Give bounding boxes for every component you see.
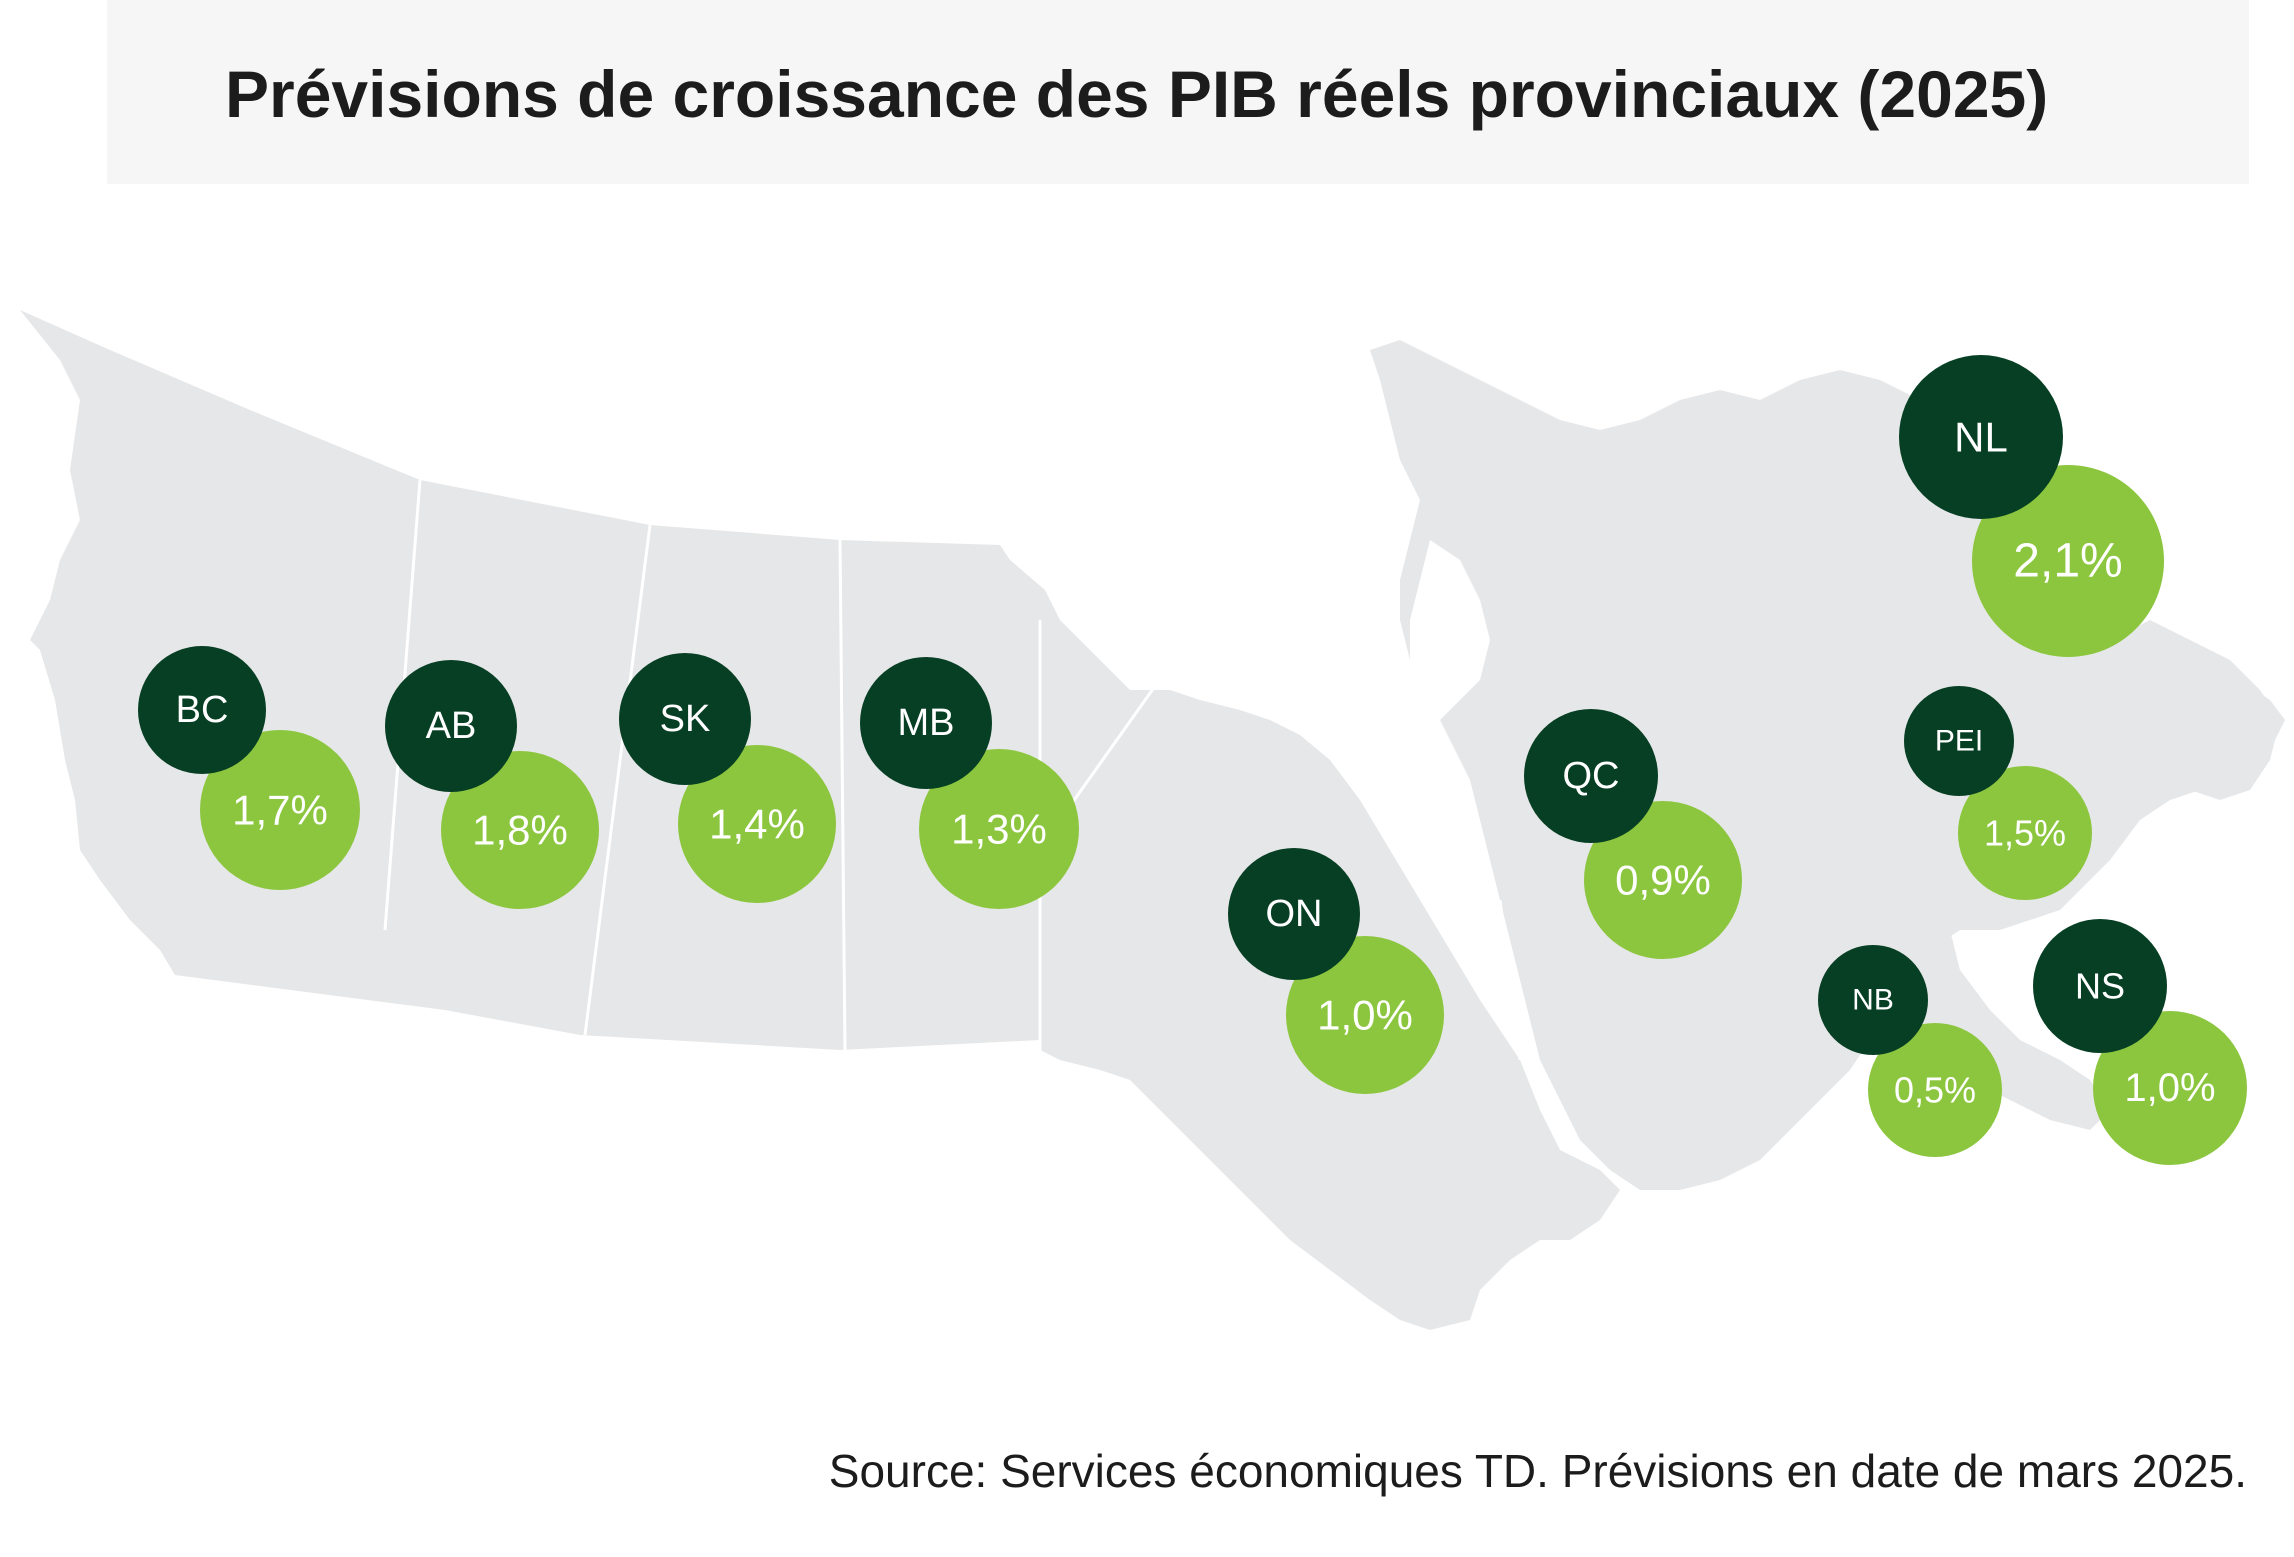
province-markers: 1,7% BC 1,8% AB 1,4% SK 1,3% MB 1,0% ON 0,9% QC 2,1%… (138, 355, 2247, 1165)
province-circle (619, 653, 751, 785)
growth-circle (1958, 766, 2092, 900)
province-marker-pei: 1,5% PEI (1904, 686, 2092, 900)
growth-circle (678, 745, 836, 903)
growth-value: 0,5% (1894, 1070, 1976, 1111)
province-code: NB (1852, 984, 1894, 1017)
growth-circle (919, 749, 1079, 909)
province-marker-ab: 1,8% AB (385, 660, 599, 909)
growth-value: 1,8% (472, 807, 568, 854)
province-circle (860, 657, 992, 789)
source-note: Source: Services économiques TD. Prévisi… (828, 1445, 2247, 1497)
province-marker-nb: 0,5% NB (1818, 945, 2002, 1157)
newfoundland (2110, 620, 2280, 800)
province-code: SK (660, 698, 711, 740)
title-bar (107, 0, 2249, 184)
growth-circle (200, 730, 360, 890)
province-code: PEI (1935, 725, 1983, 758)
province-marker-on: 1,0% ON (1228, 848, 1444, 1094)
growth-circle (1972, 465, 2164, 657)
province-code: ON (1266, 893, 1323, 935)
growth-value: 1,5% (1984, 813, 2066, 854)
province-marker-bc: 1,7% BC (138, 646, 360, 890)
province-circle (1899, 355, 2063, 519)
province-marker-nl: 2,1% NL (1899, 355, 2164, 657)
growth-circle (1584, 801, 1742, 959)
province-code: MB (898, 702, 955, 744)
province-code: QC (1563, 755, 1620, 797)
growth-value: 1,0% (1317, 992, 1413, 1039)
province-marker-sk: 1,4% SK (619, 653, 836, 903)
growth-value: 1,4% (709, 801, 805, 848)
province-circle (1524, 709, 1658, 843)
hudson-bay (1410, 540, 1490, 720)
province-code: BC (176, 689, 229, 731)
province-code: NS (2075, 966, 2125, 1007)
province-code: AB (426, 705, 477, 747)
province-marker-ns: 1,0% NS (2033, 919, 2247, 1165)
map-title: Prévisions de croissance des PIB réels p… (225, 57, 2049, 131)
growth-circle (2093, 1011, 2247, 1165)
growth-value: 1,7% (232, 787, 328, 834)
growth-circle (441, 751, 599, 909)
maritimes-landmass (1840, 880, 2110, 1130)
province-circle (385, 660, 517, 792)
growth-value: 1,0% (2124, 1066, 2215, 1110)
growth-value: 0,9% (1615, 857, 1711, 904)
province-marker-qc: 0,9% QC (1524, 709, 1742, 959)
growth-circle (1868, 1023, 2002, 1157)
province-circle (1904, 686, 2014, 796)
province-marker-mb: 1,3% MB (860, 657, 1079, 909)
province-circle (1818, 945, 1928, 1055)
eastern-landmass (1370, 340, 2285, 1190)
growth-circle (1286, 936, 1444, 1094)
province-code: NL (1954, 414, 2008, 461)
province-circle (1228, 848, 1360, 980)
growth-value: 2,1% (2013, 535, 2122, 588)
province-circle (2033, 919, 2167, 1053)
province-circle (138, 646, 266, 774)
growth-value: 1,3% (951, 806, 1047, 853)
